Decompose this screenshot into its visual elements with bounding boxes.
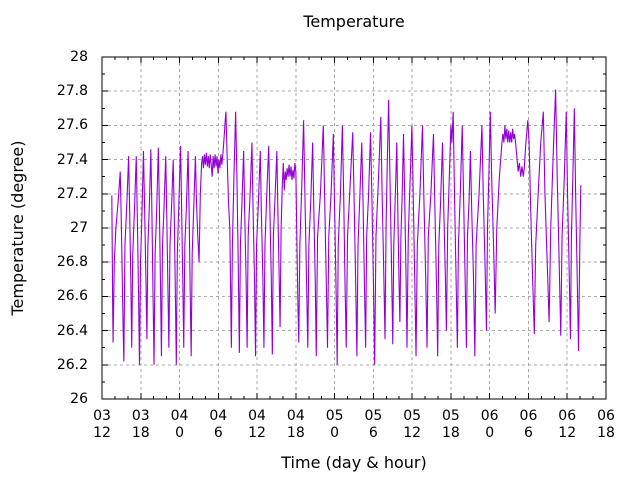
y-tick-label: 28 — [70, 49, 88, 65]
y-tick-label: 26.8 — [56, 254, 88, 271]
x-tick-label: 05 6 — [351, 408, 395, 442]
x-tick-label: 06 6 — [506, 408, 550, 442]
x-tick-day: 04 — [248, 408, 266, 424]
y-tick-label: 27.6 — [56, 117, 88, 134]
x-tick-label: 04 12 — [235, 408, 279, 442]
y-tick-label: 27 — [70, 220, 88, 236]
y-tick-label: 26.4 — [56, 322, 88, 339]
x-tick-hour: 6 — [523, 425, 533, 441]
x-tick-day: 06 — [558, 408, 577, 424]
x-tick-label: 04 0 — [158, 408, 202, 442]
x-tick-label: 05 12 — [390, 408, 434, 442]
x-tick-hour: 18 — [597, 425, 615, 441]
x-tick-label: 06 0 — [468, 408, 512, 442]
x-tick-hour: 6 — [368, 425, 378, 441]
x-tick-day: 06 — [480, 408, 499, 424]
x-tick-day: 04 — [170, 408, 189, 424]
x-tick-label: 06 18 — [584, 408, 628, 442]
x-tick-label: 06 12 — [545, 408, 589, 442]
y-tick-label: 27.2 — [56, 185, 88, 202]
chart-title: Temperature — [303, 12, 405, 31]
y-tick-label: 26 — [70, 391, 88, 407]
x-tick-day: 05 — [442, 408, 460, 424]
x-tick-label: 05 18 — [429, 408, 473, 442]
x-tick-label: 05 0 — [313, 408, 357, 442]
x-tick-hour: 0 — [485, 425, 495, 441]
x-axis-title: Time (day & hour) — [281, 453, 427, 472]
temperature-series-line — [111, 89, 582, 365]
x-tick-hour: 12 — [93, 425, 111, 441]
x-tick-hour: 18 — [442, 425, 460, 441]
x-tick-day: 05 — [403, 408, 422, 424]
x-tick-day: 06 — [519, 408, 538, 424]
x-tick-day: 03 — [93, 408, 111, 424]
y-tick-label: 27.8 — [56, 83, 88, 100]
x-tick-day: 06 — [597, 408, 615, 424]
plot-border — [101, 56, 607, 400]
y-tick-label: 27.4 — [56, 151, 88, 168]
x-tick-label: 03 12 — [80, 408, 124, 442]
y-tick-label: 26.6 — [56, 288, 88, 305]
x-tick-day: 04 — [286, 408, 305, 424]
x-tick-hour: 12 — [558, 425, 577, 441]
x-tick-label: 04 6 — [196, 408, 240, 442]
x-tick-label: 03 18 — [119, 408, 163, 442]
x-tick-hour: 18 — [131, 425, 150, 441]
x-tick-day: 05 — [325, 408, 344, 424]
x-tick-hour: 18 — [286, 425, 305, 441]
y-tick-label: 26.2 — [56, 356, 88, 373]
x-tick-hour: 0 — [330, 425, 340, 441]
x-tick-label: 04 18 — [274, 408, 318, 442]
x-tick-hour: 6 — [213, 425, 223, 441]
x-tick-day: 05 — [364, 408, 383, 424]
x-tick-hour: 0 — [175, 425, 184, 441]
x-tick-day: 04 — [209, 408, 228, 424]
x-tick-hour: 12 — [403, 425, 422, 441]
x-tick-day: 03 — [131, 408, 150, 424]
x-tick-hour: 12 — [248, 425, 266, 441]
